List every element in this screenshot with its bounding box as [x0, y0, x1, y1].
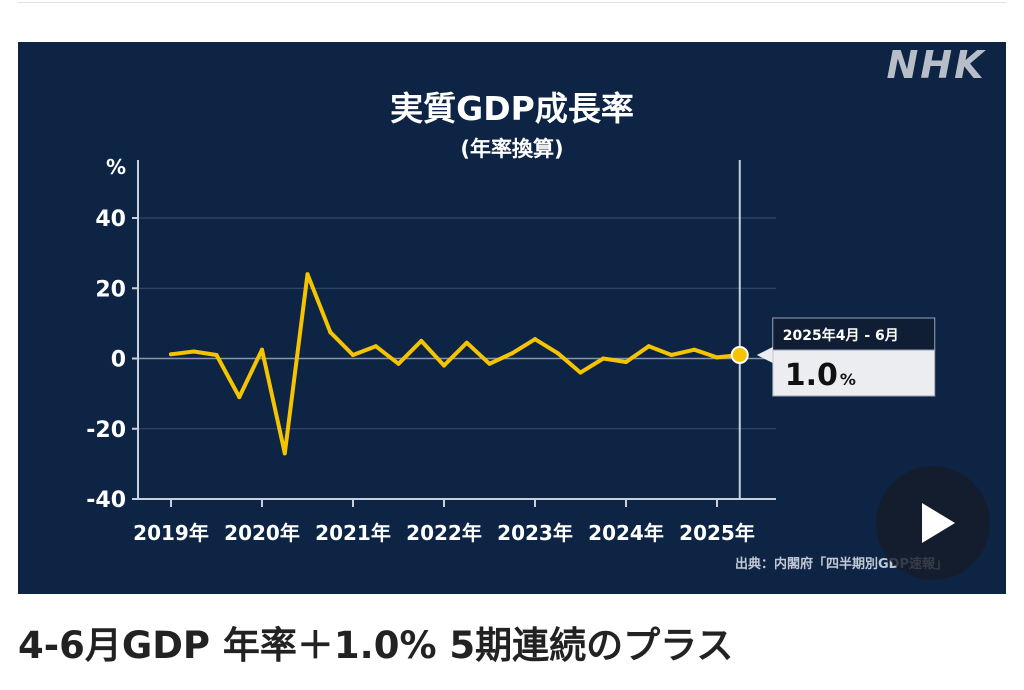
data-point — [487, 361, 492, 366]
data-point — [646, 344, 651, 349]
data-point — [533, 337, 537, 342]
y-tick-label: -20 — [86, 418, 126, 443]
data-point — [442, 363, 446, 368]
y-tick-label: -40 — [86, 488, 126, 513]
play-icon — [922, 503, 955, 543]
x-tick-label: 2021年 — [315, 521, 391, 545]
data-point — [373, 344, 378, 349]
x-tick-label: 2024年 — [588, 521, 664, 545]
data-point — [555, 351, 560, 356]
data-point — [328, 330, 333, 335]
data-point — [191, 349, 196, 354]
data-point — [419, 338, 424, 343]
article-headline[interactable]: 4-6月GDP 年率＋1.0% 5期連続のプラス — [18, 624, 734, 667]
x-tick-label: 2023年 — [497, 521, 573, 545]
play-button[interactable] — [876, 466, 990, 580]
data-point — [169, 352, 173, 357]
data-point — [578, 370, 583, 375]
nhk-logo: NHK — [886, 43, 986, 87]
x-tick-labels: 2019年 2020年 2021年 2022年 2023年 2024年 2025年 — [133, 521, 755, 545]
chart-title: 実質GDP成長率 — [390, 89, 634, 128]
latest-value-callout: 2025年4月 - 6月 1.0% — [730, 160, 936, 499]
data-point — [715, 355, 719, 360]
data-point — [692, 347, 697, 352]
callout-value-unit: % — [840, 370, 856, 389]
data-point — [624, 360, 628, 365]
data-point — [669, 352, 674, 357]
y-tick-label: 20 — [95, 277, 126, 302]
data-point — [214, 352, 219, 357]
data-point — [351, 352, 355, 357]
callout-period: 2025年4月 - 6月 — [783, 327, 899, 344]
x-tick-label: 2019年 — [133, 521, 209, 545]
x-tick-label: 2022年 — [406, 521, 482, 545]
callout-value: 1.0% — [785, 358, 856, 393]
data-point — [510, 351, 515, 356]
callout-pointer — [756, 346, 773, 363]
series-gdp — [169, 272, 742, 456]
data-point — [396, 361, 401, 366]
video-player[interactable]: NHK 実質GDP成長率 (年率換算) % 40 20 0 -20 -40 2019年 2… — [18, 42, 1006, 594]
data-point — [464, 340, 469, 345]
y-tick-label: 40 — [95, 207, 126, 232]
y-tick-labels: 40 20 0 -20 -40 — [86, 207, 126, 513]
data-point — [282, 451, 287, 456]
x-tick-label: 2020年 — [224, 521, 300, 545]
callout-body — [772, 349, 936, 397]
data-point — [237, 395, 242, 400]
callout-header — [772, 317, 936, 351]
latest-data-point — [730, 345, 749, 364]
data-point — [601, 356, 606, 361]
top-divider — [18, 2, 1006, 3]
data-point — [305, 272, 310, 277]
y-tick-label: 0 — [111, 348, 126, 373]
axes — [132, 160, 776, 507]
data-point — [260, 347, 264, 352]
grid-lines — [138, 217, 776, 430]
callout-value-number: 1.0 — [785, 358, 838, 393]
chart-subtitle: (年率換算) — [460, 137, 563, 161]
y-unit-label: % — [106, 155, 126, 179]
series-line-gdp — [169, 272, 742, 456]
x-tick-label: 2025年 — [679, 521, 755, 545]
